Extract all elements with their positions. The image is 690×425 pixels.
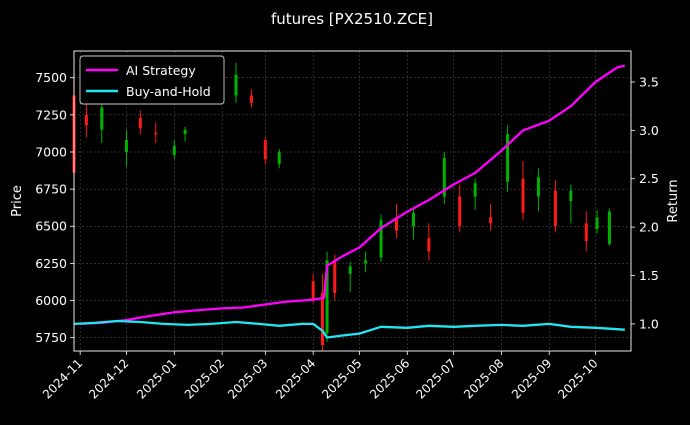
- y-tick-label-left: 6500: [35, 219, 67, 234]
- y-tick-label-right: 2.0: [639, 220, 659, 235]
- candle-body: [325, 260, 329, 334]
- candle-body: [595, 217, 599, 230]
- y-axis-left: 5750 6000 6250 6500 6750 7000 7250 7500: [35, 70, 74, 345]
- candle-body: [536, 177, 540, 197]
- candle-body: [379, 220, 383, 258]
- candle-body: [84, 114, 88, 126]
- candle-body: [411, 212, 415, 227]
- candle-body: [263, 140, 267, 160]
- y-tick-label-right: 2.5: [639, 171, 659, 186]
- candle-body: [506, 134, 510, 182]
- candle-body: [607, 211, 611, 245]
- candle-body: [249, 95, 253, 103]
- candle-body: [458, 196, 462, 227]
- legend: AI Strategy Buy-and-Hold: [79, 55, 225, 105]
- candle-body: [277, 151, 281, 164]
- y-tick-label-left: 6000: [35, 293, 67, 308]
- legend-label-ai-strategy: AI Strategy: [126, 63, 196, 78]
- candle-body: [489, 217, 493, 224]
- y-tick-label-right: 1.5: [639, 268, 659, 283]
- y-tick-label-right: 3.0: [639, 123, 659, 138]
- plot-frame: [73, 50, 632, 352]
- y-axis-right: 1.0 1.5 2.0 2.5 3.0 3.5: [631, 74, 659, 331]
- candle-body: [183, 129, 187, 135]
- candle-body: [442, 157, 446, 197]
- candle-body: [348, 266, 352, 274]
- y-tick-label-left: 6250: [35, 256, 67, 271]
- candle-body: [311, 281, 315, 300]
- series-line-ai-strategy: [80, 64, 626, 326]
- candle-body: [569, 190, 573, 201]
- return-series: [73, 64, 626, 339]
- series-line-buy-and-hold: [73, 319, 625, 339]
- y-tick-label-right: 3.5: [639, 74, 659, 89]
- y-tick-label-left: 7500: [35, 70, 67, 85]
- y-tick-label-left: 5750: [35, 330, 67, 345]
- chart-title: futures [PX2510.ZCE]: [271, 10, 433, 28]
- y-axis-label-left: Price: [10, 185, 25, 217]
- y-tick-label-left: 6750: [35, 182, 67, 197]
- candle-body: [154, 132, 158, 135]
- candle-body: [333, 260, 337, 294]
- y-tick-label-left: 7000: [35, 144, 67, 159]
- candle-body: [473, 183, 477, 197]
- legend-label-buy-and-hold: Buy-and-Hold: [126, 84, 211, 99]
- y-tick-label-left: 7250: [35, 107, 67, 122]
- candle-body: [234, 74, 238, 96]
- candle-body: [521, 178, 525, 213]
- candle-body: [100, 107, 104, 130]
- candle-body: [427, 238, 431, 252]
- candle-body: [320, 293, 324, 346]
- candle-body: [553, 190, 557, 227]
- candle-body: [364, 260, 368, 264]
- candle-body: [172, 146, 176, 155]
- candle-body: [394, 217, 398, 231]
- candle-body: [124, 140, 128, 152]
- y-tick-label-right: 1.0: [639, 316, 659, 331]
- y-axis-label-right: Return: [666, 179, 681, 222]
- candle-body: [584, 223, 588, 242]
- candle-body: [138, 117, 142, 129]
